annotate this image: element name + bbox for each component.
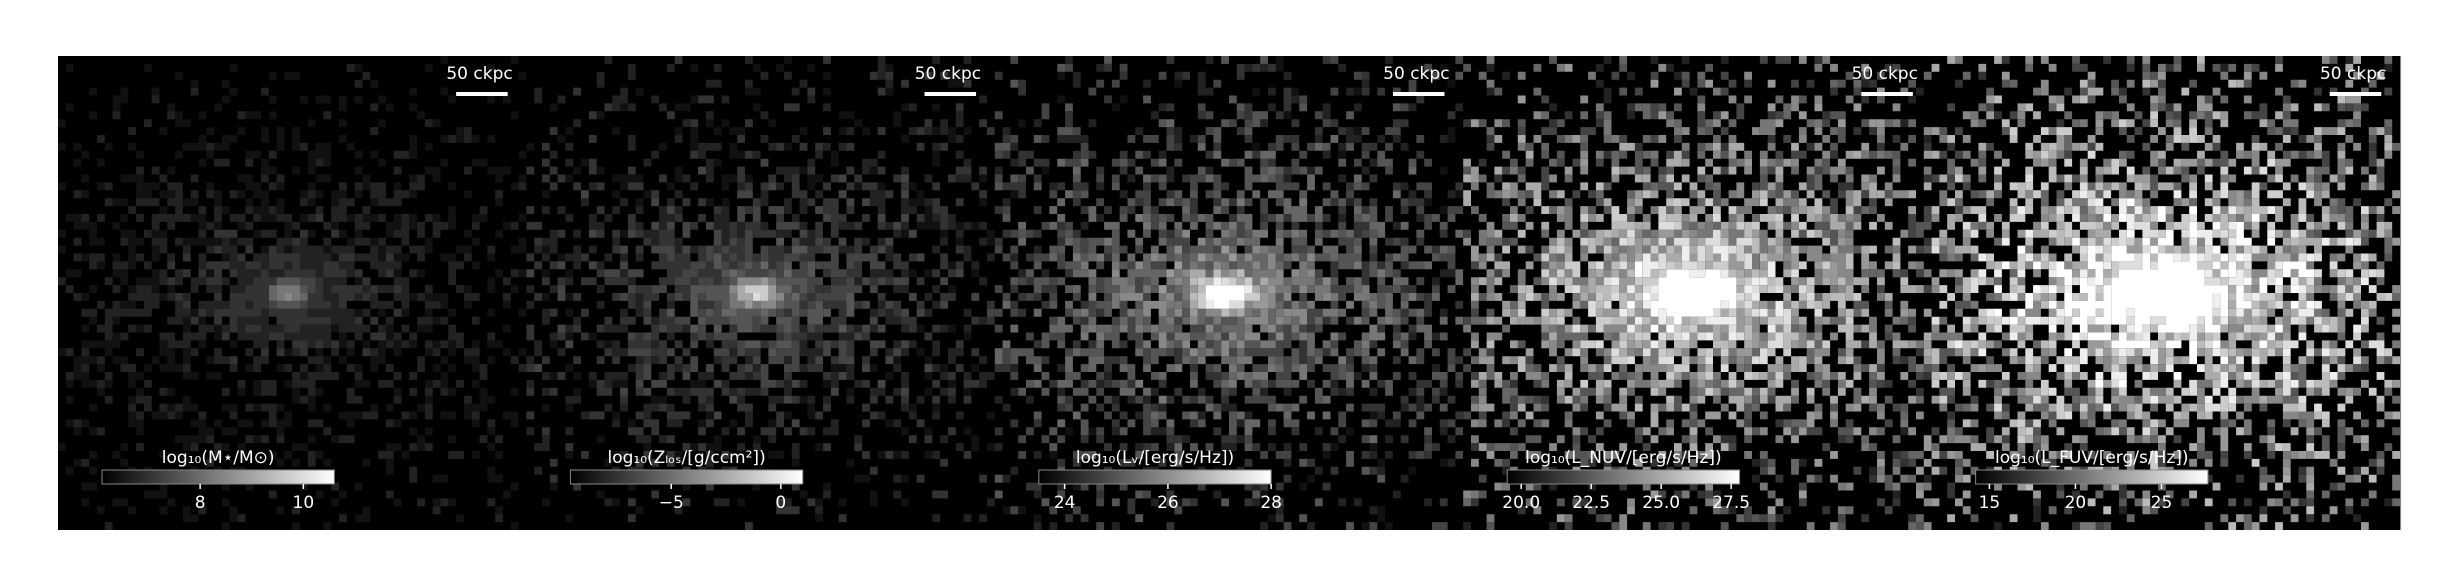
- pixels: [1931, 56, 2400, 523]
- colorbar: [1038, 469, 1272, 485]
- pixels: [1463, 56, 1932, 530]
- pixels: [752, 293, 761, 301]
- pixels: [284, 293, 293, 301]
- colorbar-tick-label: 28: [1260, 493, 1282, 513]
- pixels: [1205, 285, 1245, 309]
- colorbar-tick-label: 22.5: [1572, 493, 1610, 513]
- pixels: [1072, 198, 1417, 404]
- colorbar-label: log₁₀(M⋆/M⊙): [162, 448, 275, 468]
- panel: 50 ckpc log₁₀(Lᵥ/[erg/s/Hz]) 24 26 28: [994, 56, 1464, 530]
- colorbar: [569, 469, 804, 485]
- pixels: [721, 261, 800, 317]
- scalebar-label: 50 ckpc: [1852, 64, 1918, 84]
- colorbar-tick-label: −5: [659, 493, 684, 513]
- colorbar-label: log₁₀(L_NUV/[erg/s/Hz]): [1525, 448, 1722, 468]
- pixels: [1463, 56, 1932, 530]
- colorbar-tick-label: 8: [195, 493, 206, 513]
- colorbar-tick-label: 26: [1157, 493, 1179, 513]
- pixels: [526, 56, 995, 523]
- pixels: [526, 158, 995, 428]
- pixels: [1994, 198, 2315, 388]
- colorbar-label: log₁₀(Zₗₒₛ/[g/ccm²]): [607, 448, 765, 468]
- pixels: [1627, 261, 1737, 333]
- scalebar-label: 50 ckpc: [915, 64, 981, 84]
- pixels: [58, 63, 527, 531]
- pixels: [666, 237, 855, 357]
- pixels: [1111, 229, 1331, 357]
- pixels: [1931, 111, 2393, 475]
- scalebar-label: 50 ckpc: [1383, 64, 1449, 84]
- colorbar: [1975, 469, 2209, 485]
- colorbar-tick-label: 0: [775, 493, 786, 513]
- colorbar-tick-label: 25.0: [1642, 493, 1680, 513]
- colorbar-tick-label: 25: [2151, 493, 2173, 513]
- colorbar-tick-label: 10: [293, 493, 315, 513]
- colorbar-tick-label: 15: [1979, 493, 2001, 513]
- colorbar-tick-label: 27.5: [1712, 493, 1750, 513]
- pixels: [1931, 150, 2385, 436]
- scalebar-label: 50 ckpc: [2320, 64, 2386, 84]
- pixels: [526, 56, 995, 530]
- colorbar-tick-label: 20.0: [1502, 493, 1540, 513]
- pixels: [167, 214, 402, 365]
- colorbar-label: log₁₀(Lᵥ/[erg/s/Hz]): [1076, 448, 1234, 468]
- scalebar-label: 50 ckpc: [446, 64, 512, 84]
- colorbar-label: log₁₀(L_FUV/[erg/s/Hz]): [1995, 448, 2189, 468]
- panel: 50 ckpc log₁₀(Zₗₒₛ/[g/ccm²]) −5 0: [526, 56, 996, 530]
- colorbar: [101, 469, 335, 485]
- colorbar-tick-label: 24: [1054, 493, 1076, 513]
- pixels: [994, 56, 1464, 530]
- panel: 50 ckpc log₁₀(L_FUV/[erg/s/Hz]) 15 20 25: [1931, 56, 2401, 531]
- colorbar: [1506, 469, 1741, 485]
- panel: 50 ckpc log₁₀(M⋆/M⊙) 8 10: [58, 56, 527, 531]
- pixels: [994, 56, 1464, 530]
- pixels: [1463, 135, 1932, 459]
- colorbar-tick-label: 20: [2065, 493, 2087, 513]
- panel: 50 ckpc log₁₀(L_NUV/[erg/s/Hz]) 20.0 22.5 25…: [1463, 56, 1933, 530]
